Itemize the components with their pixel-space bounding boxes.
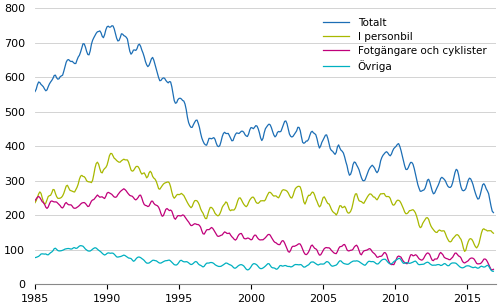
Fotgängare och cyklister <box>489 268 495 272</box>
Line: Fotgängare och cyklister: Fotgängare och cyklister <box>35 189 494 270</box>
Totalt <box>490 211 496 214</box>
Övriga <box>328 264 334 268</box>
Fotgängare och cyklister <box>490 267 496 271</box>
Totalt <box>176 97 182 100</box>
I personbil <box>462 249 468 253</box>
Fotgängare och cyklister <box>351 245 357 249</box>
Totalt <box>32 90 38 93</box>
Övriga <box>490 270 496 273</box>
Övriga <box>32 256 38 259</box>
I personbil <box>351 196 357 199</box>
Totalt <box>328 149 334 152</box>
I personbil <box>32 201 38 205</box>
Fotgängare och cyklister <box>282 241 288 245</box>
Fotgängare och cyklister <box>121 187 127 191</box>
I personbil <box>282 188 288 192</box>
Line: Övriga: Övriga <box>35 246 494 271</box>
I personbil <box>123 158 129 162</box>
Fotgängare och cyklister <box>123 189 129 193</box>
Övriga <box>282 264 288 267</box>
Legend: Totalt, I personbil, Fotgängare och cyklister, Övriga: Totalt, I personbil, Fotgängare och cykl… <box>319 13 490 76</box>
I personbil <box>360 201 366 205</box>
Line: Totalt: Totalt <box>35 26 494 213</box>
Övriga <box>176 260 182 264</box>
Fotgängare och cyklister <box>360 251 366 254</box>
Övriga <box>123 254 129 258</box>
Totalt <box>109 24 115 28</box>
I personbil <box>176 193 182 197</box>
Line: I personbil: I personbil <box>35 153 494 251</box>
Fotgängare och cyklister <box>176 214 182 217</box>
Totalt <box>282 120 288 123</box>
I personbil <box>328 208 334 211</box>
Övriga <box>351 259 357 263</box>
Totalt <box>360 179 366 182</box>
Övriga <box>78 244 84 248</box>
Fotgängare och cyklister <box>328 249 334 252</box>
Övriga <box>360 262 366 266</box>
Totalt <box>123 35 129 39</box>
I personbil <box>108 152 114 155</box>
Fotgängare och cyklister <box>32 199 38 202</box>
I personbil <box>490 231 496 235</box>
Totalt <box>351 160 357 164</box>
